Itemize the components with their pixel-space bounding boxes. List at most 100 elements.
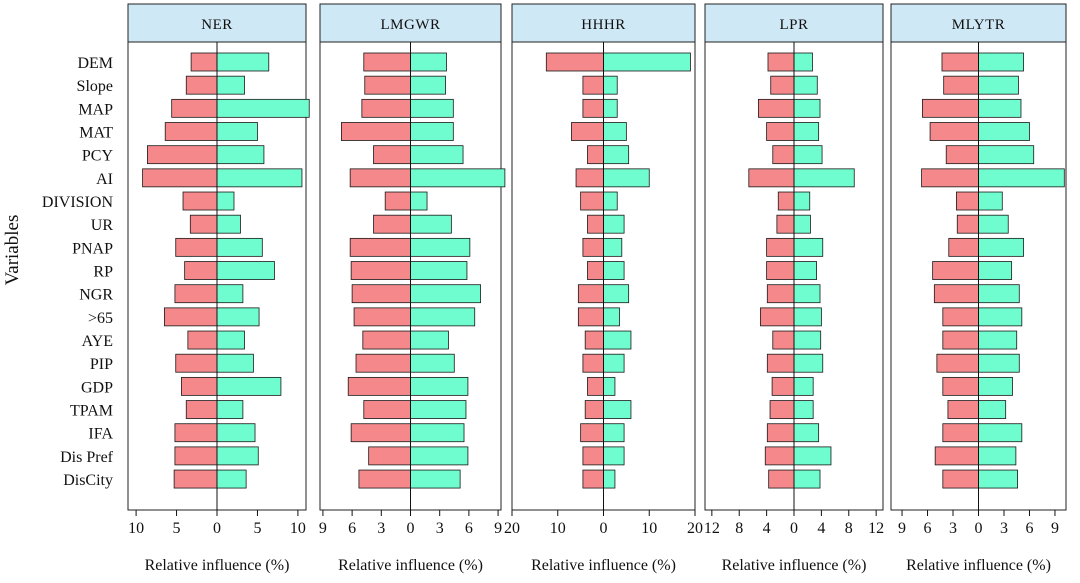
x-tick-label: 6 bbox=[924, 520, 932, 537]
bar-right bbox=[410, 168, 506, 188]
bar-right bbox=[216, 122, 258, 141]
bar-left bbox=[766, 353, 795, 373]
bar-right bbox=[603, 145, 630, 165]
bar-left bbox=[587, 214, 604, 234]
bar-left bbox=[921, 168, 979, 188]
x-tick-label: 3 bbox=[436, 520, 444, 537]
bar-left bbox=[545, 52, 604, 72]
bar-left bbox=[768, 469, 795, 489]
x-tick-label: 9 bbox=[319, 520, 327, 537]
bar-left bbox=[776, 214, 795, 234]
x-tick-label: 6 bbox=[348, 520, 356, 537]
bar-right bbox=[216, 400, 244, 419]
bar-right bbox=[216, 353, 254, 373]
bar-right bbox=[216, 237, 263, 257]
bar-left bbox=[373, 214, 411, 234]
category-label: NGR bbox=[79, 287, 113, 304]
bar-left bbox=[577, 284, 604, 304]
bar-right bbox=[978, 237, 1024, 257]
x-tick-label: 3 bbox=[377, 520, 385, 537]
bar-left bbox=[384, 191, 411, 211]
x-tick-label: 4 bbox=[763, 520, 771, 537]
bar-right bbox=[603, 168, 650, 188]
bar-right bbox=[410, 330, 449, 350]
bar-left bbox=[770, 75, 795, 95]
bar-right bbox=[410, 122, 454, 141]
x-tick-label: 5 bbox=[253, 520, 261, 537]
bar-left bbox=[942, 330, 979, 350]
bar-left bbox=[772, 145, 795, 165]
bar-right bbox=[978, 284, 1020, 304]
bar-right bbox=[216, 423, 256, 443]
bar-left bbox=[185, 75, 218, 95]
bar-right bbox=[603, 214, 625, 234]
bar-left bbox=[189, 214, 218, 234]
bar-left bbox=[175, 353, 218, 373]
bar-left bbox=[373, 145, 411, 165]
panel-header bbox=[127, 3, 307, 43]
bar-right bbox=[793, 353, 824, 373]
bar-left bbox=[171, 98, 218, 118]
bar-right bbox=[410, 145, 464, 165]
panel-title: HHHR bbox=[581, 17, 626, 33]
bar-right bbox=[603, 446, 625, 466]
bar-left bbox=[577, 307, 604, 327]
bar-right bbox=[978, 353, 1020, 373]
bar-right bbox=[793, 98, 821, 118]
category-label: RP bbox=[93, 264, 113, 281]
bar-right bbox=[793, 237, 824, 257]
bar-left bbox=[180, 376, 218, 396]
bar-right bbox=[603, 307, 620, 327]
bar-left bbox=[766, 122, 795, 141]
bar-right bbox=[978, 376, 1013, 396]
category-label: GDP bbox=[81, 379, 113, 396]
category-label: Slope bbox=[77, 78, 113, 95]
bar-right bbox=[410, 98, 454, 118]
bar-right bbox=[216, 376, 282, 396]
bar-left bbox=[943, 75, 979, 95]
bar-right bbox=[793, 307, 822, 327]
bar-right bbox=[978, 469, 1018, 489]
category-label: PIP bbox=[90, 356, 113, 373]
bar-right bbox=[978, 400, 1007, 419]
category-label: DEM bbox=[77, 55, 113, 72]
bar-right bbox=[603, 469, 616, 489]
bar-right bbox=[410, 191, 428, 211]
bar-right bbox=[978, 145, 1035, 165]
bar-left bbox=[182, 191, 218, 211]
bar-right bbox=[216, 214, 241, 234]
bar-left bbox=[358, 469, 411, 489]
bar-right bbox=[978, 98, 1022, 118]
bar-right bbox=[793, 284, 821, 304]
panel-header bbox=[704, 3, 884, 43]
bar-right bbox=[793, 52, 813, 72]
x-tick-label: 8 bbox=[845, 520, 853, 537]
bar-left bbox=[582, 446, 604, 466]
bar-right bbox=[603, 98, 618, 118]
bar-right bbox=[216, 75, 245, 95]
bar-left bbox=[942, 376, 979, 396]
bar-left bbox=[187, 330, 218, 350]
bar-right bbox=[793, 469, 821, 489]
x-tick-label: 6 bbox=[465, 520, 473, 537]
bar-right bbox=[216, 191, 235, 211]
x-tick-label: 0 bbox=[407, 520, 415, 537]
category-label: UR bbox=[91, 217, 114, 234]
x-tick-label: 10 bbox=[550, 520, 566, 537]
bar-left bbox=[772, 330, 795, 350]
bar-right bbox=[410, 284, 481, 304]
category-label: PCY bbox=[82, 148, 114, 165]
bar-left bbox=[766, 237, 795, 257]
bar-right bbox=[410, 446, 469, 466]
bar-left bbox=[942, 423, 979, 443]
x-tick-label: 0 bbox=[975, 520, 983, 537]
bar-right bbox=[978, 446, 1017, 466]
bar-left bbox=[936, 353, 979, 373]
bar-left bbox=[767, 52, 795, 72]
bar-right bbox=[410, 376, 469, 396]
bar-right bbox=[216, 52, 270, 72]
bar-right bbox=[793, 400, 814, 419]
bar-right bbox=[216, 145, 265, 165]
bar-left bbox=[942, 469, 979, 489]
bar-right bbox=[793, 168, 855, 188]
